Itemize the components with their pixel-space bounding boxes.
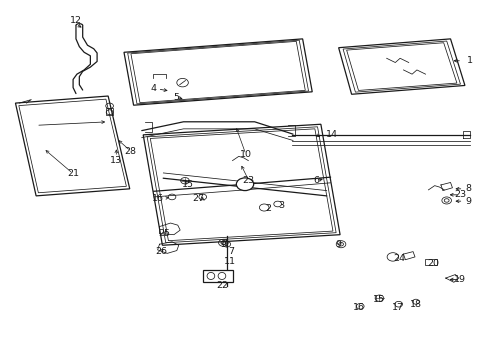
Text: 9: 9 (466, 197, 471, 206)
Text: 20: 20 (427, 260, 439, 269)
Text: 3: 3 (278, 201, 284, 210)
Text: 5: 5 (173, 93, 179, 102)
Text: 10: 10 (240, 150, 252, 159)
Text: 13: 13 (110, 156, 122, 165)
Text: 23: 23 (454, 190, 466, 199)
Text: 24: 24 (393, 254, 406, 263)
Bar (106, 108, 113, 115)
Text: 28: 28 (125, 147, 137, 156)
Text: 22: 22 (216, 281, 228, 290)
Text: 7: 7 (228, 247, 235, 256)
Text: 4: 4 (151, 85, 157, 94)
Text: 15: 15 (372, 295, 385, 304)
Text: 8: 8 (466, 184, 471, 193)
Text: 6: 6 (313, 176, 319, 185)
Text: 18: 18 (410, 300, 421, 309)
Text: 21: 21 (67, 169, 79, 178)
Text: 12: 12 (70, 16, 82, 25)
Circle shape (236, 178, 254, 190)
Text: 1: 1 (467, 56, 473, 65)
Text: 27: 27 (192, 194, 204, 203)
Text: 25: 25 (158, 229, 171, 238)
Text: 17: 17 (392, 303, 404, 312)
Bar (425, 259, 437, 265)
Text: 15: 15 (182, 180, 195, 189)
Text: 2: 2 (265, 204, 271, 213)
Text: 9: 9 (220, 240, 226, 249)
Text: 19: 19 (454, 275, 466, 284)
Text: 16: 16 (353, 303, 365, 312)
Text: 11: 11 (223, 257, 236, 266)
Text: 23: 23 (243, 176, 255, 185)
Text: 16: 16 (151, 194, 164, 203)
Text: 9: 9 (335, 240, 341, 249)
Bar (203, 270, 233, 282)
Text: 14: 14 (326, 130, 339, 139)
Text: 26: 26 (155, 247, 167, 256)
